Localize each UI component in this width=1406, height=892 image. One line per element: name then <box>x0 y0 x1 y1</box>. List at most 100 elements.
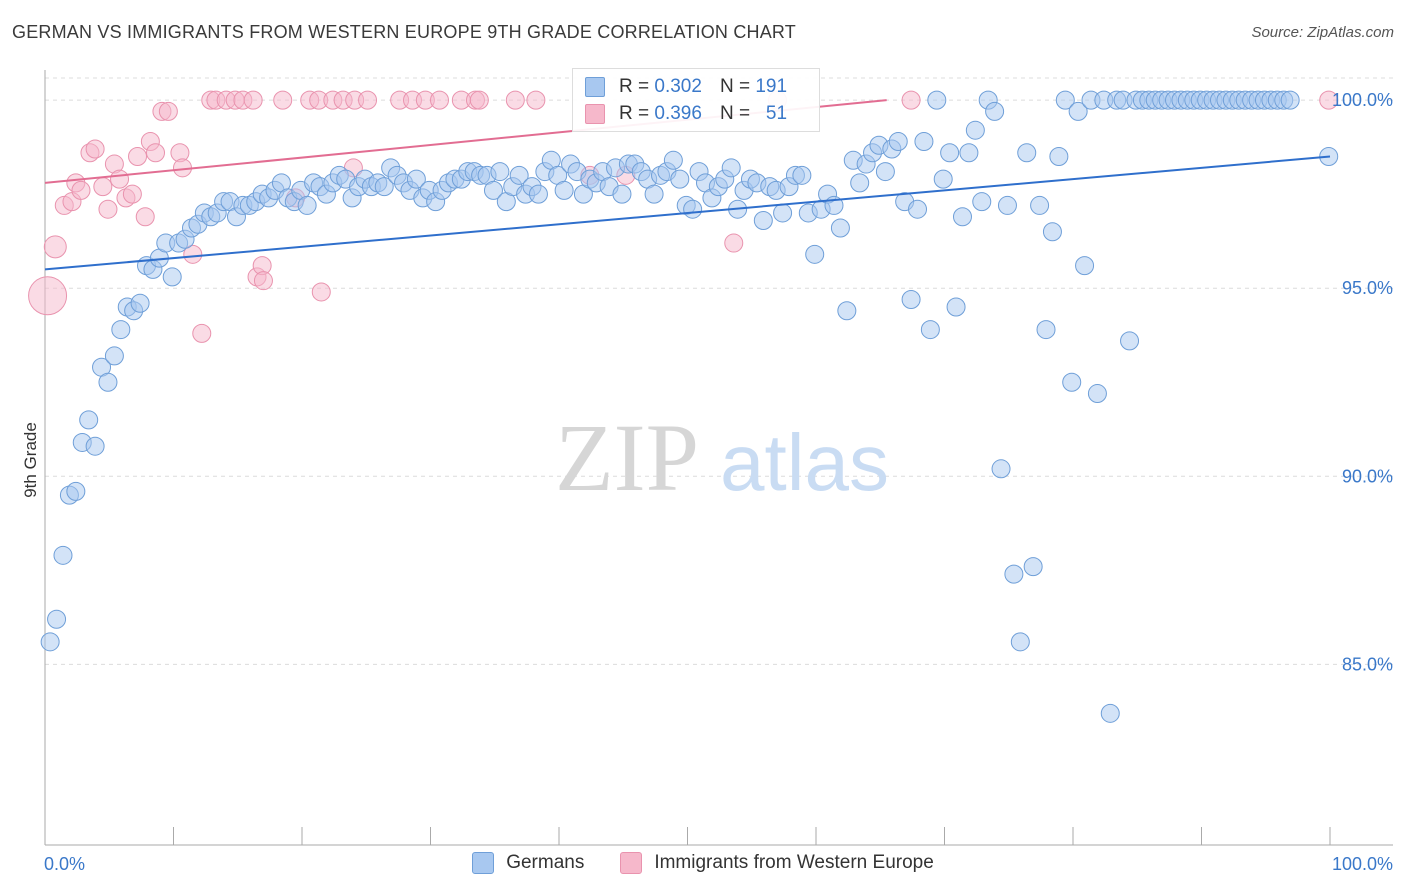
germans-point <box>1062 372 1082 392</box>
germans-point <box>888 131 908 151</box>
immigrants-point <box>146 143 166 163</box>
germans-point <box>1087 384 1107 404</box>
germans-point <box>98 372 118 392</box>
legend-item-immigrants: Immigrants from Western Europe <box>620 852 934 874</box>
immigrants-point <box>192 323 212 343</box>
germans-point <box>509 165 529 185</box>
germans-r-value: 0.302 <box>654 76 702 97</box>
germans-point <box>875 162 895 182</box>
y-tick-label: 90.0% <box>1342 466 1393 486</box>
immigrants-n-value: 51 <box>765 103 788 124</box>
germans-point <box>374 177 394 197</box>
legend-item-germans: Germans <box>472 852 584 874</box>
germans-point <box>1055 90 1075 110</box>
immigrants-point <box>158 101 178 121</box>
germans-point <box>483 180 503 200</box>
correlation-legend: R = 0.302 N = 191 R = 0.396 N = 51 <box>572 68 820 132</box>
germans-point <box>66 481 86 501</box>
germans-point <box>85 436 105 456</box>
germans-point <box>837 301 857 321</box>
immigrants-n-label: N = <box>719 103 751 124</box>
immigrants-point <box>183 244 203 264</box>
germans-point <box>644 184 664 204</box>
y-tick-labels: 85.0% 90.0% 95.0% 100.0% <box>1332 90 1393 674</box>
germans-point <box>972 192 992 212</box>
germans-points <box>40 90 1339 723</box>
germans-trend-line <box>44 155 1331 271</box>
germans-point <box>920 320 940 340</box>
y-tick-label: 100.0% <box>1332 90 1393 110</box>
y-axis-label: 9th Grade <box>21 422 40 498</box>
immigrants-point <box>311 282 331 302</box>
germans-point <box>40 632 60 652</box>
germans-point <box>1068 101 1088 121</box>
immigrants-point <box>28 276 68 316</box>
immigrants-point <box>526 90 546 110</box>
germans-point <box>1036 320 1056 340</box>
x-tick-label-min: 0.0% <box>44 854 85 874</box>
germans-point <box>554 180 574 200</box>
immigrants-point <box>253 271 273 291</box>
legend-row-immigrants: R = 0.396 N = 51 <box>585 102 787 126</box>
germans-point <box>111 320 131 340</box>
germans-point <box>612 184 632 204</box>
germans-point <box>952 207 972 227</box>
germans-point <box>130 293 150 313</box>
watermark-zip: ZIP <box>555 404 699 511</box>
legend-label-immigrants: Immigrants from Western Europe <box>654 852 934 873</box>
germans-point <box>490 162 510 182</box>
germans-point <box>1042 222 1062 242</box>
germans-point <box>53 545 73 565</box>
germans-point <box>753 210 773 230</box>
germans-point <box>1030 195 1050 215</box>
germans-point <box>805 244 825 264</box>
legend-swatch-immigrants <box>620 852 643 874</box>
source-label: Source: ZipAtlas.com <box>1251 24 1394 41</box>
germans-point <box>1120 331 1140 351</box>
chart-title: GERMAN VS IMMIGRANTS FROM WESTERN EUROPE… <box>12 22 796 42</box>
immigrants-point <box>901 90 921 110</box>
germans-point <box>946 297 966 317</box>
germans-point <box>1075 256 1095 276</box>
legend-label-germans: Germans <box>506 852 585 873</box>
germans-point <box>670 169 690 189</box>
immigrants-point <box>358 90 378 110</box>
germans-point <box>1010 632 1030 652</box>
germans-point <box>850 173 870 193</box>
germans-point <box>985 101 1005 121</box>
germans-n-value: 191 <box>755 76 788 97</box>
germans-point <box>965 120 985 140</box>
immigrants-point <box>724 233 744 253</box>
immigrants-point <box>273 90 293 110</box>
series-legend: Germans Immigrants from Western Europe <box>0 852 1406 874</box>
watermark-atlas: atlas <box>720 418 889 507</box>
immigrants-point <box>505 90 525 110</box>
germans-point <box>721 158 741 178</box>
germans-point <box>1280 90 1300 110</box>
y-tick-label: 95.0% <box>1342 278 1393 298</box>
immigrants-point <box>43 235 67 259</box>
immigrants-point <box>243 90 263 110</box>
legend-row-germans: R = 0.302 N = 191 <box>585 75 787 99</box>
immigrants-r-label: R = <box>619 103 650 124</box>
germans-point <box>792 165 812 185</box>
germans-point <box>1017 143 1037 163</box>
germans-point <box>908 199 928 219</box>
germans-point <box>104 346 124 366</box>
germans-swatch <box>585 77 605 97</box>
germans-point <box>830 218 850 238</box>
germans-point <box>959 143 979 163</box>
germans-point <box>663 150 683 170</box>
immigrants-r-value: 0.396 <box>654 103 702 124</box>
germans-point <box>927 90 947 110</box>
germans-point <box>1049 147 1069 167</box>
immigrants-point <box>1319 90 1339 110</box>
germans-point <box>940 143 960 163</box>
immigrants-point <box>128 147 148 167</box>
germans-r-label: R = <box>619 76 650 97</box>
immigrants-point <box>135 207 155 227</box>
germans-point <box>528 184 548 204</box>
gridlines <box>45 77 1393 665</box>
immigrants-points <box>28 90 1339 343</box>
germans-point <box>683 199 703 219</box>
